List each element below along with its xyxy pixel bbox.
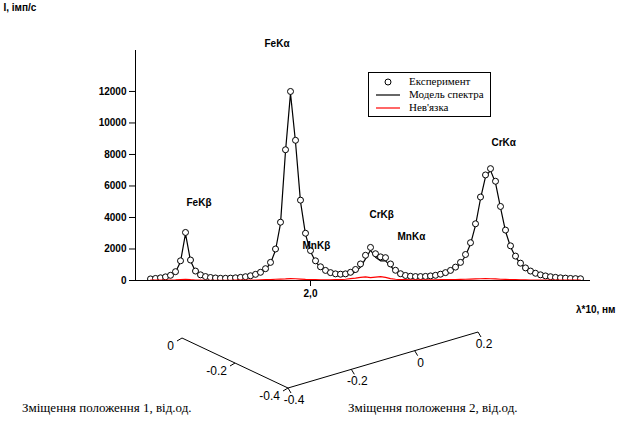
svg-text:MnKα: MnKα <box>398 231 427 242</box>
svg-text:FeKα: FeKα <box>265 38 291 49</box>
svg-text:Зміщення положення 1, від.од.: Зміщення положення 1, від.од. <box>22 400 192 415</box>
svg-text:0.2: 0.2 <box>476 337 493 351</box>
svg-text:-0.2: -0.2 <box>206 364 227 378</box>
svg-text:12000: 12000 <box>99 86 127 97</box>
svg-text:CrKα: CrKα <box>492 137 517 148</box>
svg-text:CrKβ: CrKβ <box>370 209 394 220</box>
svg-text:-0.4: -0.4 <box>259 389 280 403</box>
html-text:Модель спектра: Модель спектра <box>409 88 484 100</box>
svg-text:0: 0 <box>121 275 127 286</box>
svg-text:λ*10, нм: λ*10, нм <box>576 304 616 315</box>
svg-text:Зміщення положення 2, від.од.: Зміщення положення 2, від.од. <box>348 400 518 415</box>
html-text:Експеримент: Експеримент <box>409 75 471 87</box>
svg-text:8000: 8000 <box>104 149 127 160</box>
svg-text:-0.4: -0.4 <box>284 393 305 407</box>
svg-text:I, імп/с: I, імп/с <box>4 2 37 13</box>
svg-text:2000: 2000 <box>104 243 127 254</box>
svg-text:6000: 6000 <box>104 180 127 191</box>
svg-text:MnKβ: MnKβ <box>303 240 331 251</box>
svg-text:2,0: 2,0 <box>304 288 318 299</box>
svg-text:FeKβ: FeKβ <box>187 197 212 208</box>
html-text:Нев'язка: Нев'язка <box>409 101 449 113</box>
svg-text:4000: 4000 <box>104 212 127 223</box>
svg-text:10000: 10000 <box>99 117 127 128</box>
svg-text:0: 0 <box>167 339 174 353</box>
svg-text:-0.2: -0.2 <box>347 374 368 388</box>
svg-text:0: 0 <box>417 356 424 370</box>
